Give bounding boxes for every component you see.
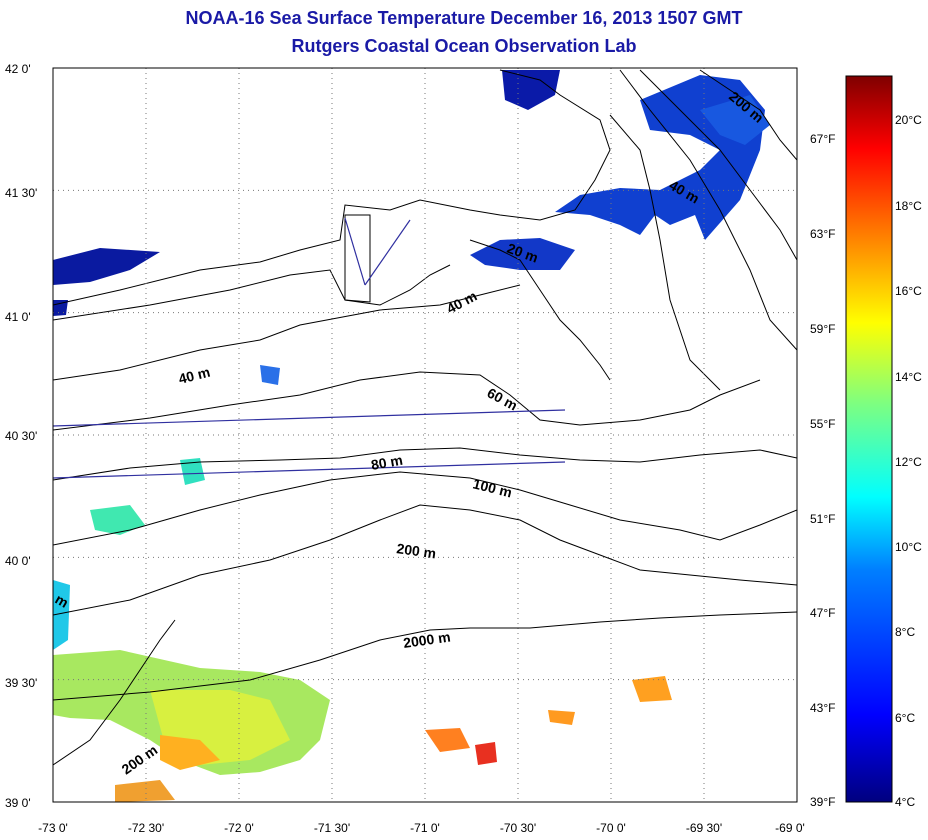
colorbar-label: 6°C: [895, 711, 915, 725]
sst-patch-hot: [475, 742, 497, 765]
lon-label: -71 0': [410, 821, 440, 835]
sst-patch-cold: [53, 248, 160, 285]
track-line: [364, 219, 411, 286]
colorbar-label: 20°C: [895, 113, 922, 127]
sst-patch-warm: [548, 710, 575, 725]
fahrenheit-label: 63°F: [810, 227, 835, 241]
contour-100m: [53, 471, 797, 546]
contour-2000m: [53, 611, 797, 701]
coastline: [609, 114, 721, 391]
contour-60m: [53, 371, 761, 431]
colorbar-label: 12°C: [895, 455, 922, 469]
lat-label: 41 30': [5, 186, 37, 200]
contour-40m: [53, 284, 521, 381]
colorbar: 20°C 18°C 16°C 14°C 12°C 10°C 8°C 6°C 4°…: [845, 75, 922, 809]
lon-label: -73 0': [38, 821, 68, 835]
sst-patch-cold: [470, 238, 575, 270]
axis-labels: -73 0' -72 30' -72 0' -71 30' -71 0' -70…: [5, 62, 835, 835]
lon-label: -71 30': [314, 821, 350, 835]
lat-label: 42 0': [5, 62, 31, 76]
contour-label: 200 m: [119, 742, 161, 778]
contour-shelf: [619, 69, 797, 351]
colorbar-label: 8°C: [895, 625, 915, 639]
colorbar-label: 10°C: [895, 540, 922, 554]
lon-label: -72 0': [224, 821, 254, 835]
coastline: [469, 239, 611, 381]
sst-patch-cold: [260, 365, 280, 385]
fahrenheit-label: 47°F: [810, 606, 835, 620]
contour-shelf: [639, 69, 797, 261]
lon-label: -72 30': [128, 821, 164, 835]
sst-patch-warm: [425, 728, 470, 752]
coastline: [53, 69, 611, 306]
sst-patch-warm: [115, 780, 175, 802]
fahrenheit-label: 43°F: [810, 701, 835, 715]
track-lines: [53, 217, 566, 479]
track-line: [344, 217, 366, 286]
contour-label: 40 m: [177, 364, 212, 387]
map-subtitle: Rutgers Coastal Ocean Observation Lab: [291, 36, 637, 56]
colorbar-label: 14°C: [895, 370, 922, 384]
lat-label: 39 30': [5, 676, 37, 690]
contour-label: 100 m: [471, 475, 513, 500]
lon-label: -69 30': [686, 821, 722, 835]
map-frame: [52, 67, 798, 803]
track-line: [53, 409, 566, 427]
sst-patch-cool: [90, 505, 145, 535]
contour-label: 80 m: [370, 452, 404, 473]
fahrenheit-label: 67°F: [810, 132, 835, 146]
contour-label: 2000 m: [402, 629, 451, 651]
bathymetry-contours: [53, 69, 797, 766]
lon-label: -69 0': [775, 821, 805, 835]
fahrenheit-label: 51°F: [810, 512, 835, 526]
lon-label: -70 0': [596, 821, 626, 835]
lat-label: 40 30': [5, 429, 37, 443]
lat-label: 40 0': [5, 554, 31, 568]
sst-patch-cold: [502, 70, 560, 110]
contour-200m-south: [53, 619, 176, 766]
sst-patch-warm: [632, 676, 672, 702]
fahrenheit-label: 39°F: [810, 795, 835, 809]
track-line: [53, 461, 566, 479]
contour-label: 200 m: [396, 540, 438, 561]
contour-80m: [53, 447, 797, 481]
sst-data-layer: [53, 70, 770, 802]
colorbar-label: 18°C: [895, 199, 922, 213]
map-grid: [53, 68, 797, 802]
contour-shelf: [699, 69, 797, 161]
coastline: [53, 264, 451, 321]
contour-label: 60 m: [485, 385, 521, 414]
lat-label: 39 0': [5, 796, 31, 810]
sst-patch-warm: [160, 735, 220, 770]
coastline-layer: [53, 69, 721, 391]
colorbar-label: 16°C: [895, 284, 922, 298]
fahrenheit-label: 59°F: [810, 322, 835, 336]
sst-patch-cool: [180, 458, 205, 485]
contour-200m: [53, 504, 797, 616]
colorbar-label: 4°C: [895, 795, 915, 809]
colorbar-scale: [845, 75, 893, 803]
coastline: [344, 214, 371, 303]
sst-patch-cold: [700, 95, 770, 145]
map-title: NOAA-16 Sea Surface Temperature December…: [185, 8, 743, 28]
fahrenheit-label: 55°F: [810, 417, 835, 431]
lon-label: -70 30': [500, 821, 536, 835]
sst-patch-cool: [53, 580, 70, 650]
lat-label: 41 0': [5, 310, 31, 324]
contour-label: 40 m: [444, 288, 480, 317]
